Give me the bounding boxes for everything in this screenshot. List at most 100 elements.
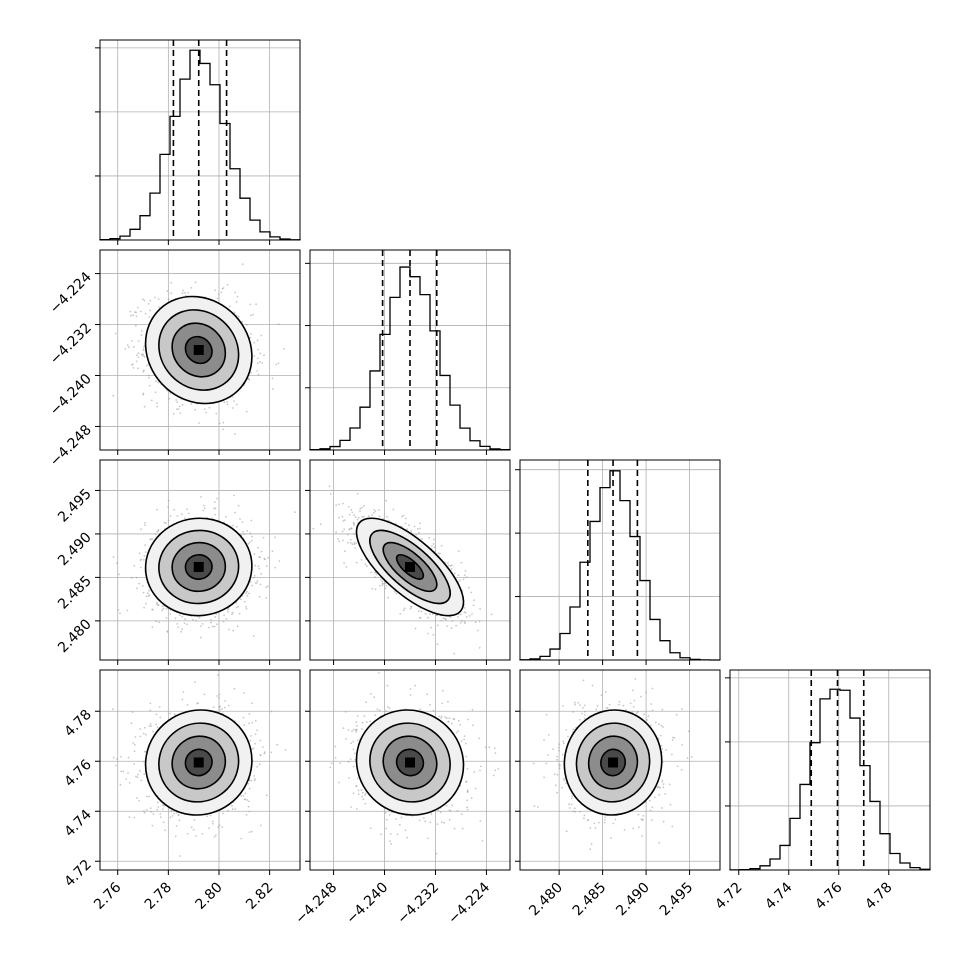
sample-point bbox=[142, 393, 145, 396]
sample-point bbox=[459, 621, 462, 624]
sample-point bbox=[166, 290, 169, 293]
sample-point bbox=[440, 619, 443, 622]
sample-point bbox=[205, 411, 208, 414]
sample-point bbox=[155, 713, 158, 716]
sample-point bbox=[156, 402, 158, 405]
sample-point bbox=[159, 816, 162, 818]
sample-point bbox=[439, 552, 441, 555]
sample-point bbox=[349, 538, 352, 541]
sample-point bbox=[361, 516, 363, 518]
sample-point bbox=[129, 310, 132, 313]
sample-point bbox=[250, 314, 252, 317]
sample-point bbox=[181, 698, 184, 701]
sample-point bbox=[216, 623, 218, 626]
sample-point bbox=[142, 370, 145, 373]
sample-point bbox=[274, 536, 276, 539]
sample-point bbox=[351, 511, 354, 514]
sample-point bbox=[162, 821, 165, 824]
sample-point bbox=[138, 552, 141, 555]
sample-point bbox=[175, 825, 178, 827]
sample-point bbox=[456, 616, 459, 618]
sample-point bbox=[202, 509, 205, 512]
sample-point bbox=[128, 816, 131, 818]
sample-point bbox=[227, 610, 229, 613]
sample-point bbox=[451, 620, 454, 622]
sample-point bbox=[162, 607, 165, 610]
sample-point bbox=[130, 576, 133, 579]
sample-point bbox=[249, 581, 252, 583]
sample-point bbox=[169, 613, 172, 615]
sample-point bbox=[148, 589, 150, 592]
panel-frame bbox=[99, 459, 301, 661]
sample-point bbox=[253, 341, 256, 344]
sample-point bbox=[355, 542, 357, 545]
sample-point bbox=[126, 344, 129, 346]
sample-point bbox=[169, 816, 172, 819]
sample-point bbox=[352, 521, 355, 524]
sample-point bbox=[312, 527, 315, 530]
sample-point bbox=[208, 626, 210, 629]
sample-point bbox=[345, 566, 348, 568]
sample-point bbox=[176, 515, 179, 517]
sample-point bbox=[181, 292, 184, 294]
sample-point bbox=[237, 605, 240, 608]
sample-point bbox=[161, 605, 164, 608]
panel-plot-area bbox=[112, 494, 296, 639]
sample-point bbox=[450, 568, 453, 570]
sample-point bbox=[144, 544, 147, 546]
sample-point bbox=[353, 524, 355, 526]
sample-point bbox=[249, 303, 252, 306]
sample-point bbox=[222, 428, 225, 431]
sample-point bbox=[455, 624, 458, 627]
sample-point bbox=[478, 620, 481, 623]
sample-point bbox=[142, 558, 145, 561]
sample-point bbox=[462, 578, 465, 581]
sample-point bbox=[246, 530, 249, 532]
sample-point bbox=[161, 808, 164, 810]
sample-point bbox=[402, 514, 405, 517]
sample-point bbox=[145, 809, 148, 811]
sample-point bbox=[432, 538, 435, 541]
sample-point bbox=[258, 763, 261, 766]
sample-point bbox=[386, 515, 388, 518]
panel-1-0: −4.248−4.240−4.232−4.224 bbox=[47, 249, 301, 470]
sample-point bbox=[342, 520, 345, 522]
sample-point bbox=[447, 562, 449, 564]
sample-point bbox=[182, 691, 185, 693]
sample-point bbox=[130, 340, 133, 342]
sample-point bbox=[467, 586, 470, 589]
sample-point bbox=[192, 618, 194, 621]
sample-point bbox=[256, 339, 259, 342]
sample-point bbox=[216, 695, 219, 697]
sample-point bbox=[151, 824, 154, 827]
sample-point bbox=[347, 541, 349, 544]
sample-point bbox=[395, 592, 398, 595]
sample-point bbox=[381, 584, 384, 587]
sample-point bbox=[135, 311, 138, 314]
sample-point bbox=[235, 300, 238, 303]
sample-point bbox=[179, 412, 182, 415]
sample-point bbox=[174, 617, 177, 620]
sample-point bbox=[476, 629, 479, 632]
sample-point bbox=[148, 376, 150, 379]
panel-frame bbox=[309, 459, 511, 661]
sample-point bbox=[343, 562, 346, 564]
sample-point bbox=[182, 289, 185, 292]
sample-point bbox=[184, 618, 187, 621]
sample-point bbox=[381, 582, 384, 585]
sample-point bbox=[254, 564, 257, 567]
sample-point bbox=[148, 316, 151, 318]
sample-point bbox=[228, 305, 231, 308]
sample-point bbox=[473, 599, 476, 602]
sample-point bbox=[158, 706, 161, 708]
sample-point bbox=[127, 346, 130, 349]
sample-point bbox=[335, 531, 337, 534]
sample-point bbox=[234, 433, 236, 435]
sample-point bbox=[210, 619, 212, 621]
sample-point bbox=[119, 783, 122, 786]
sample-point bbox=[248, 787, 251, 790]
sample-point bbox=[251, 748, 254, 750]
sample-point bbox=[250, 333, 252, 335]
sample-point bbox=[186, 703, 189, 706]
sample-point bbox=[156, 405, 159, 408]
